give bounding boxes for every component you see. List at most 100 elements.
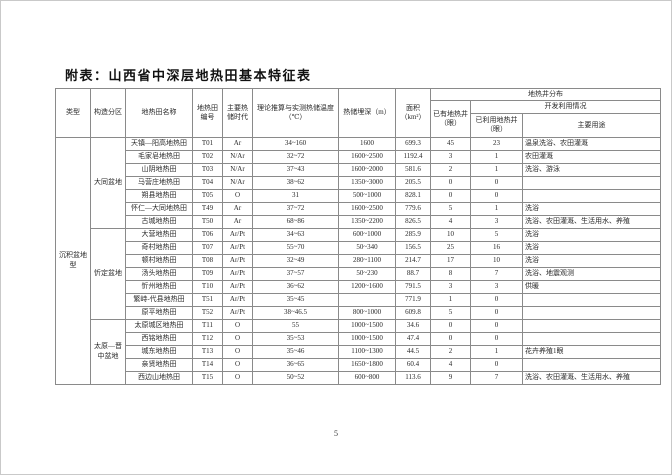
cell-depth: 1600~2500 <box>338 201 396 216</box>
cell-wells: 5 <box>430 305 471 320</box>
header-development: 开发利用情况 <box>469 100 662 114</box>
cell-field-name: 山阴地热田 <box>125 162 193 177</box>
table-row: 沉积盆地型 大同盆地 天镇—阳高地热田 T01 Ar 34~160 1600 6… <box>55 136 662 385</box>
cell-area: 156.5 <box>395 240 431 255</box>
cell-field-name: 古城地热田 <box>125 214 193 229</box>
cell-era: Ar/Pt <box>222 240 253 255</box>
cell-era: Ar/Pt <box>222 266 253 281</box>
cell-field-no: T04 <box>192 175 223 190</box>
cell-depth: 1350~3000 <box>338 175 396 190</box>
cell-use: 洗浴 <box>521 201 662 216</box>
cell-wells: 0 <box>430 331 471 346</box>
cell-era: N/Ar <box>222 149 253 164</box>
cell-used: 3 <box>470 279 523 294</box>
cell-wells: 3 <box>430 279 471 294</box>
cell-used: 1 <box>470 149 523 164</box>
cell-use: 花卉养殖1眼 <box>521 344 662 359</box>
cell-use: 农田灌溉 <box>521 149 662 164</box>
cell-era: Ar/Pt <box>222 279 253 294</box>
cell-era: Ar/Pt <box>222 292 253 307</box>
cell-era: N/Ar <box>222 162 253 177</box>
cell-used: 7 <box>470 370 523 385</box>
cell-field-no: T09 <box>192 266 223 281</box>
cell-depth: 1200~1600 <box>338 279 396 294</box>
cell-field-no: T05 <box>192 188 223 203</box>
table-row: 忻定盆地 大营地热田 T06 Ar/Pt 34~63 600~1000 285.… <box>56 227 662 320</box>
cell-use: 供暖 <box>521 279 662 294</box>
cell-field-name: 天镇—阳高地热田 <box>125 136 193 151</box>
cell-area: 581.6 <box>395 162 431 177</box>
cell-use <box>521 318 662 333</box>
cell-use: 洗浴 <box>521 253 662 268</box>
cell-field-no: T49 <box>192 201 223 216</box>
cell-temp: 36~62 <box>252 279 339 294</box>
cell-temp: 68~86 <box>252 214 339 229</box>
cell-use <box>521 292 662 307</box>
cell-use <box>521 175 662 190</box>
cell-wells: 9 <box>430 370 471 385</box>
cell-area: 779.6 <box>395 201 431 216</box>
cell-temp: 37~57 <box>252 266 339 281</box>
cell-wells: 4 <box>430 214 471 229</box>
geothermal-table-container: 类型 构造分区 地热田名称 地热田编号 主要热储时代 理论推算与实测热储温度（℃… <box>55 87 662 385</box>
cell-field-no: T08 <box>192 253 223 268</box>
cell-temp: 37~43 <box>252 162 339 177</box>
cell-depth: 800~1000 <box>338 305 396 320</box>
cell-field-no: T11 <box>192 318 223 333</box>
cell-field-no: T51 <box>192 292 223 307</box>
cell-era: Ar <box>222 214 253 229</box>
cell-field-no: T03 <box>192 162 223 177</box>
cell-era: O <box>222 357 253 372</box>
cell-field-no: T06 <box>192 227 223 242</box>
cell-used: 0 <box>470 331 523 346</box>
cell-field-name: 奇村地热田 <box>125 240 193 255</box>
cell-use: 洗浴、农田灌溉、生活用水、养殖 <box>521 214 662 229</box>
cell-wells: 0 <box>430 175 471 190</box>
cell-area: 791.5 <box>395 279 431 294</box>
cell-field-name: 亲贤地热田 <box>125 357 193 372</box>
cell-temp: 38~46.5 <box>252 305 339 320</box>
cell-field-name: 毛家皂地热田 <box>125 149 193 164</box>
cell-use <box>521 305 662 320</box>
cell-depth: 1650~1800 <box>338 357 396 372</box>
cell-depth: 50~230 <box>338 266 396 281</box>
cell-wells: 25 <box>430 240 471 255</box>
table-row: 古城地热田 T50 Ar 68~86 1350~2200 826.5 4 3 洗… <box>56 214 662 229</box>
cell-used: 0 <box>470 175 523 190</box>
cell-use <box>521 331 662 346</box>
cell-field-name: 朔县地热田 <box>125 188 193 203</box>
cell-field-name: 忻州地热田 <box>125 279 193 294</box>
cell-used: 7 <box>470 266 523 281</box>
cell-field-no: T12 <box>192 331 223 346</box>
cell-temp: 35~45 <box>252 292 339 307</box>
cell-used: 5 <box>470 227 523 242</box>
cell-use <box>521 357 662 372</box>
cell-field-no: T13 <box>192 344 223 359</box>
header-field-name: 地热田名称 <box>125 88 193 138</box>
geothermal-table: 类型 构造分区 地热田名称 地热田编号 主要热储时代 理论推算与实测热储温度（℃… <box>55 87 662 385</box>
cell-wells: 2 <box>430 162 471 177</box>
cell-area: 47.4 <box>395 331 431 346</box>
header-reservoir-era: 主要热储时代 <box>222 88 253 138</box>
cell-era: Ar/Pt <box>222 253 253 268</box>
page-number: 5 <box>334 429 338 438</box>
header-well-distribution: 地热井分布 <box>429 87 662 102</box>
cell-wells: 5 <box>430 201 471 216</box>
table-row: 西边山地热田 T15 O 50~52 600~800 113.6 9 7 洗浴、… <box>56 370 662 385</box>
table-row: 朔县地热田 T05 O 31 500~1000 828.1 0 0 <box>56 188 662 203</box>
cell-era: O <box>222 370 253 385</box>
cell-used: 0 <box>470 318 523 333</box>
cell-wells: 2 <box>430 344 471 359</box>
cell-wells: 0 <box>430 188 471 203</box>
cell-field-name: 汤头地热田 <box>125 266 193 281</box>
cell-field-name: 太原城区地热田 <box>125 318 193 333</box>
table-row: 繁峙-代县地热田 T51 Ar/Pt 35~45 771.9 1 0 <box>56 292 662 307</box>
cell-depth: 280~1100 <box>338 253 396 268</box>
cell-area: 828.1 <box>395 188 431 203</box>
cell-temp: 34~160 <box>252 136 339 151</box>
header-type: 类型 <box>55 88 91 138</box>
table-row: 城东地热田 T13 O 35~46 1100~1300 44.5 2 1 花卉养… <box>56 344 662 359</box>
cell-area: 826.5 <box>395 214 431 229</box>
cell-temp: 55~70 <box>252 240 339 255</box>
table-row: 山阴地热田 T03 N/Ar 37~43 1600~2000 581.6 2 1… <box>56 162 662 177</box>
